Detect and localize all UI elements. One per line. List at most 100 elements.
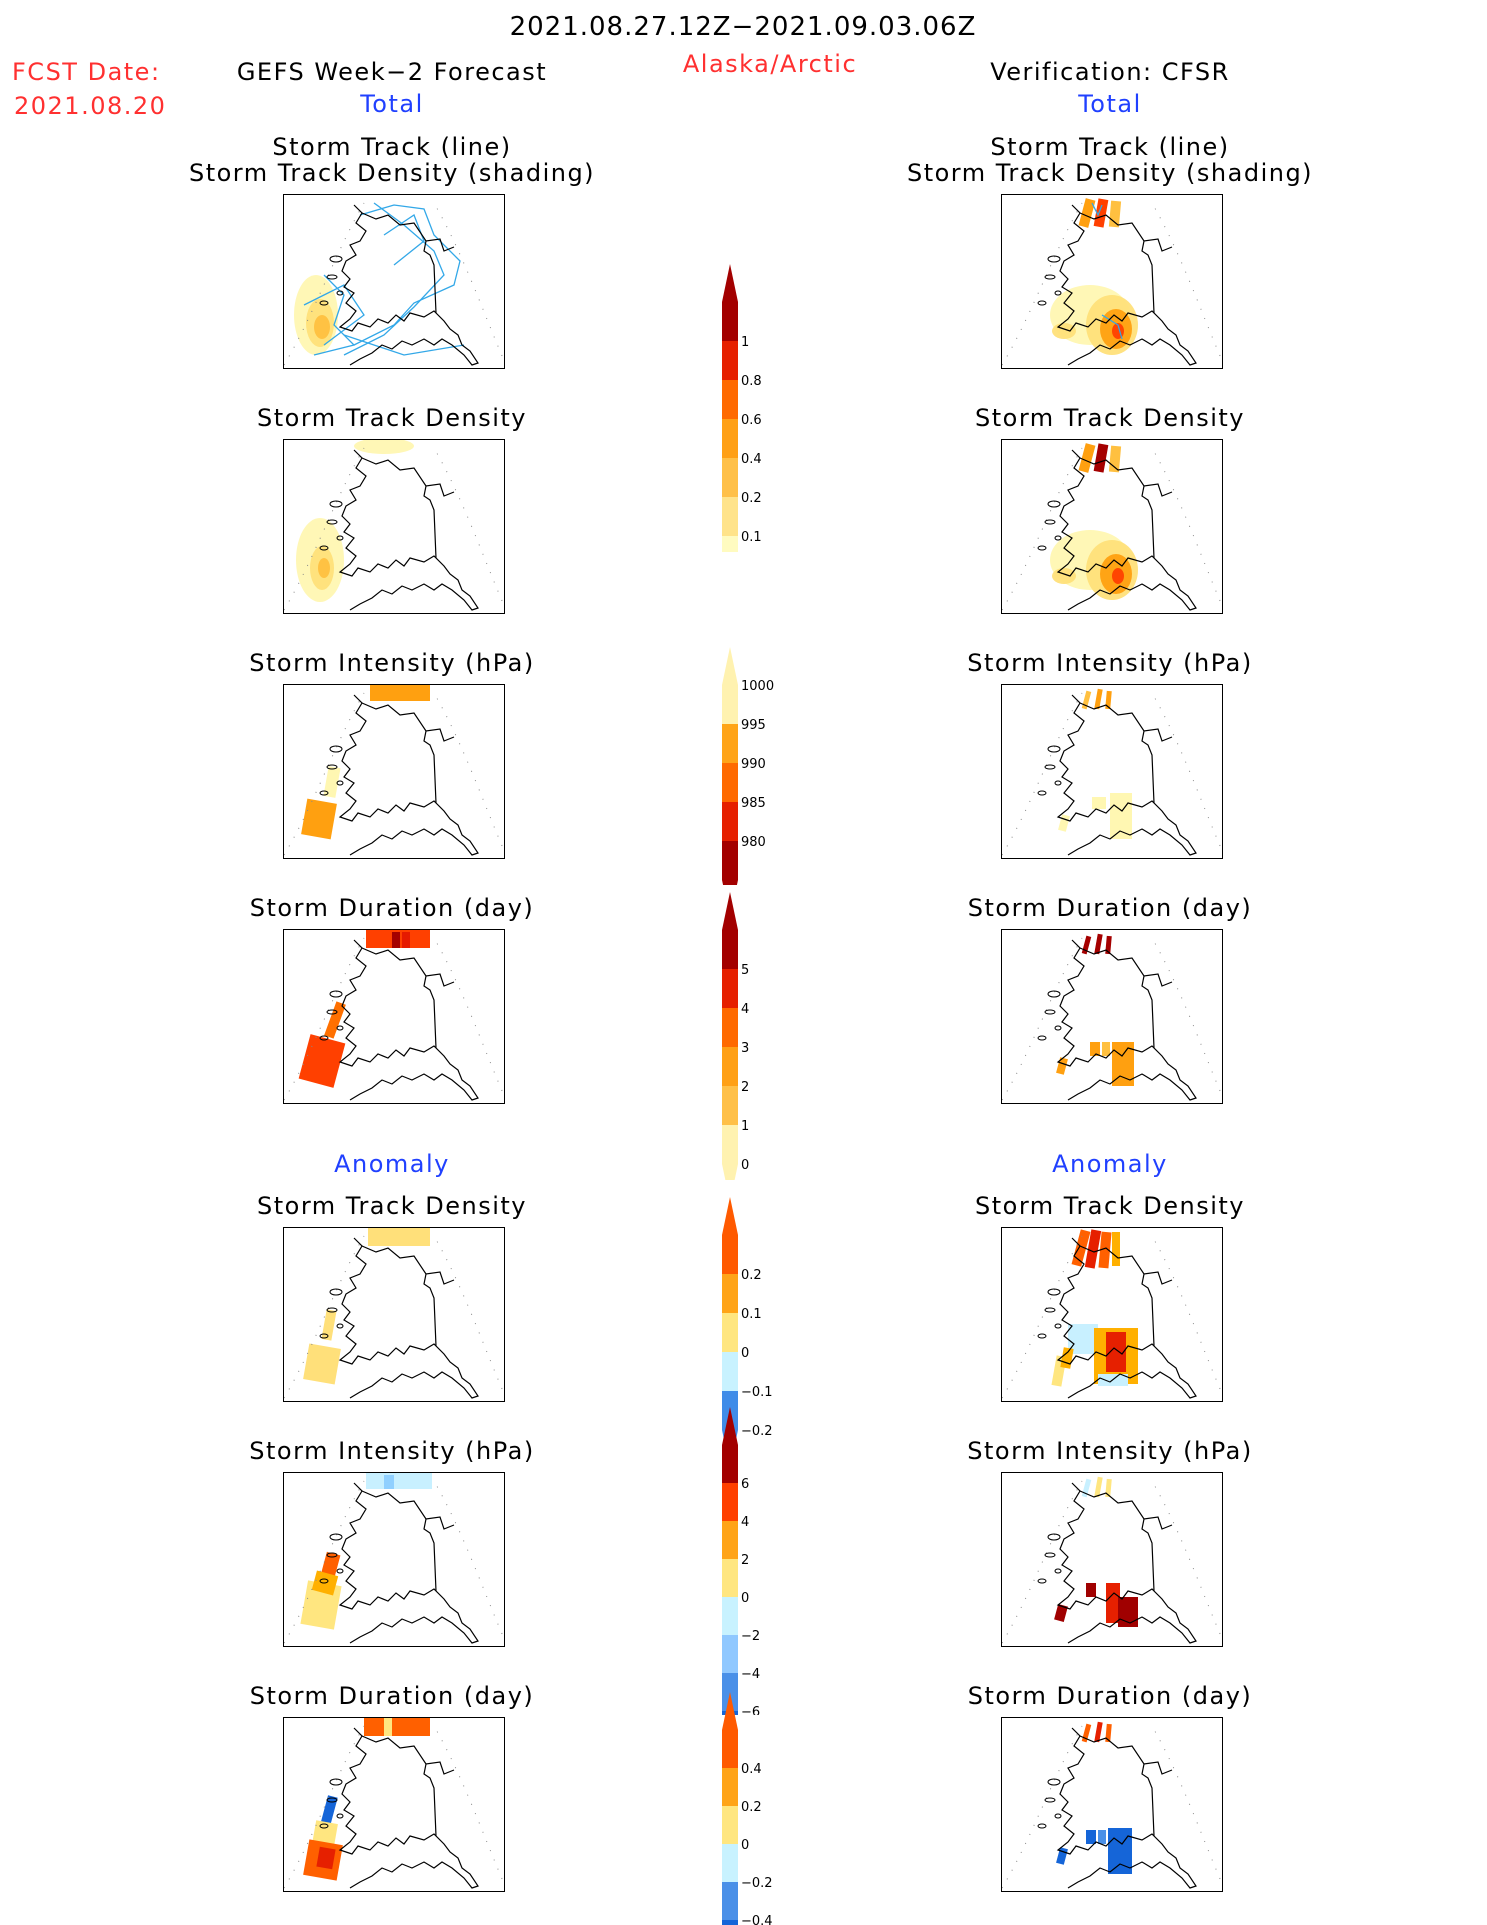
projection-boundary [1002,1235,1222,1399]
island [1037,1578,1047,1584]
grid-cell [1092,797,1106,809]
colorbar-box [722,1274,738,1313]
north-coastline [361,212,455,252]
island [1047,1778,1061,1786]
north-coastline [1079,212,1173,252]
alaska-coastline [338,694,479,856]
island [1037,790,1047,796]
island [329,255,343,263]
island [329,1778,343,1786]
left-p2-title: Storm Track Density [257,404,527,432]
island [1037,1823,1047,1829]
map-canvas [1002,688,1222,856]
island [326,1307,338,1313]
alaska-coastline [1056,694,1197,856]
colorbar-tick-label: 0.8 [741,374,762,389]
colorbar-tick-label: 0.2 [741,1268,762,1283]
island [336,780,344,786]
right-p1-title-a: Storm Track (line) [990,133,1230,161]
colorbar-tick-label: 0 [741,1838,749,1853]
left-anomaly-label: Anomaly [334,1150,450,1178]
colorbar-total-density: 0.1 0.2 0.4 0.6 0.8 1 [722,264,762,552]
grid-cell [1056,1057,1068,1075]
colorbar-tick-label: 1 [741,1119,749,1134]
colorbar-tick-label: 0.2 [741,1800,762,1815]
canada-border [1141,730,1155,804]
left-anom-density-map [283,1227,505,1402]
density-blob [1052,568,1076,584]
grid-cell [1078,443,1096,473]
colorbar-box [722,1086,738,1125]
grid-cell [1078,198,1096,228]
left-p1-title-b: Storm Track Density (shading) [188,159,596,187]
grid-cell [1094,1476,1103,1498]
canada-border [423,1273,437,1347]
storm-track-line [383,214,425,266]
grid-cell [312,1820,338,1848]
north-coastline [361,947,455,987]
island [336,1568,344,1574]
projection-boundary [284,1480,504,1644]
island [1044,1307,1056,1313]
north-coastline [361,1490,455,1530]
grid-cell [303,1343,341,1385]
colorbar-tick-label: −0.2 [741,1876,773,1891]
colorbar-extend-bottom [722,880,738,885]
grid-cell [1081,1478,1092,1498]
map-canvas [1002,1476,1222,1644]
grid-cell [1054,1603,1068,1623]
colorbar-total-intensity: 1000 995 990 985 980 [722,647,774,885]
alaska-coastline [1056,1727,1197,1889]
colorbar-box [722,802,738,841]
island [1044,274,1056,280]
right-p6-title: Storm Intensity (hPa) [967,1437,1253,1465]
grid-cell [301,798,337,840]
island [326,1552,338,1558]
grid-cell [320,1795,338,1827]
island [1047,990,1061,998]
alaska-coastline [338,1482,479,1644]
grid-cell [1108,445,1122,473]
island [329,990,343,998]
island [1047,500,1061,508]
north-coastline [361,457,455,497]
island [319,300,329,306]
right-total-label: Total [1078,90,1142,118]
colorbar-box [722,1882,738,1920]
colorbar-box [722,497,738,536]
colorbar-box [722,841,738,880]
colorbar-box [722,1844,738,1882]
grid-cell [298,1034,346,1088]
colorbar-box [722,1125,738,1164]
island [1054,535,1062,541]
canada-border [1141,1518,1155,1592]
right-track-density-map [1001,439,1223,614]
projection-boundary [284,692,504,856]
colorbar-tick-label: −0.4 [741,1914,773,1925]
island [1054,1025,1062,1031]
colorbar-tick-label: −4 [741,1667,760,1682]
map-canvas [284,685,504,856]
grid-cell [366,1473,432,1489]
left-total-label: Total [360,90,424,118]
alaska-coastline [338,1237,479,1399]
grid-cell [1112,1232,1120,1266]
canada-border [423,975,437,1049]
island [1044,1552,1056,1558]
colorbar-extend-top [722,1692,738,1730]
right-duration-map [1001,929,1223,1104]
colorbar-box [722,1047,738,1086]
colorbar-tick-label: −2 [741,1629,760,1644]
colorbar-tick-label: 0.1 [741,1307,762,1322]
colorbar-box [722,763,738,802]
canada-border [1141,240,1155,314]
colorbar-tick-label: −6 [741,1705,760,1715]
colorbar-box [722,685,738,724]
grid-cell [1105,935,1112,955]
left-anom-intensity-map [283,1472,505,1647]
right-anom-intensity-map [1001,1472,1223,1647]
island [1047,745,1061,753]
island [326,519,338,525]
colorbar-box [722,419,738,458]
colorbar-anomaly-density: 0.2 0.1 0 −0.1 −0.2 [722,1197,773,1440]
